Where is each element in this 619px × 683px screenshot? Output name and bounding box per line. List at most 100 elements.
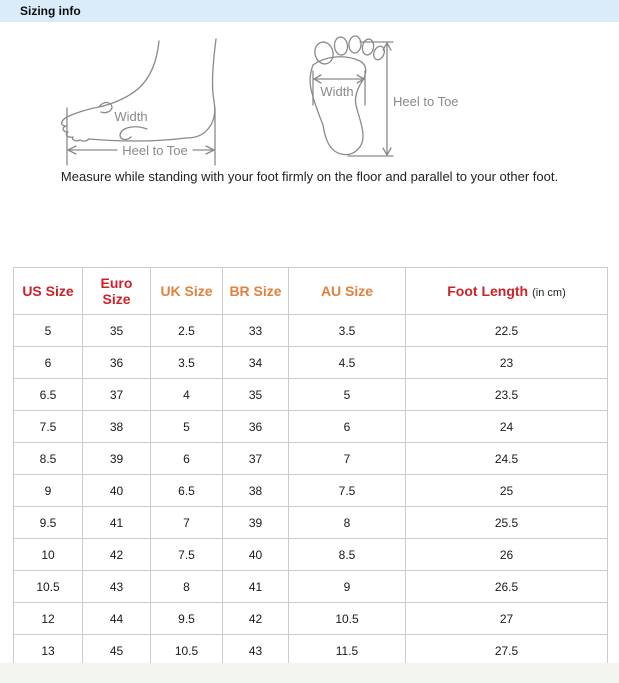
column-header-label: US Size bbox=[22, 282, 74, 299]
size-cell: 10.5 bbox=[13, 570, 83, 603]
size-cell: 39 bbox=[222, 506, 289, 539]
size-row: 10 42 7.5 40 8.5 26 bbox=[13, 538, 608, 571]
size-row: 6 36 3.5 34 4.5 23 bbox=[13, 346, 608, 379]
size-cell: 41 bbox=[82, 506, 151, 539]
big-toe-outline bbox=[314, 41, 334, 65]
size-cell: 36 bbox=[222, 410, 289, 443]
column-header-label: BR Size bbox=[229, 282, 282, 299]
size-cell: 39 bbox=[82, 442, 151, 475]
size-cell: 8.5 bbox=[288, 538, 406, 571]
toe-outline bbox=[333, 36, 349, 56]
foot-sole-view-diagram: Width Heel to Toe bbox=[309, 35, 459, 157]
size-cell: 43 bbox=[222, 634, 289, 667]
foot-instep-outline bbox=[98, 40, 160, 108]
length-arrowhead-top-icon bbox=[382, 42, 392, 51]
size-cell: 12 bbox=[13, 602, 83, 635]
foot-ball-curl bbox=[119, 126, 148, 141]
size-conversion-table: US Size Euro Size UK Size BR Size AU Size Foo… bbox=[13, 267, 608, 667]
size-cell: 23.5 bbox=[405, 378, 608, 411]
size-row: 9 40 6.5 38 7.5 25 bbox=[13, 474, 608, 507]
size-cell: 8.5 bbox=[13, 442, 83, 475]
size-cell: 26 bbox=[405, 538, 608, 571]
column-header-label: AU Size bbox=[320, 282, 374, 299]
sole-width-label: Width bbox=[320, 84, 353, 99]
size-row: 13 45 10.5 43 11.5 27.5 bbox=[13, 634, 608, 667]
section-title: Sizing info bbox=[20, 4, 81, 18]
column-header: US Size bbox=[13, 267, 83, 315]
column-header: Euro Size bbox=[82, 267, 151, 315]
size-cell: 37 bbox=[82, 378, 151, 411]
size-cell: 38 bbox=[222, 474, 289, 507]
size-cell: 4.5 bbox=[288, 346, 406, 379]
size-cell: 33 bbox=[222, 314, 289, 347]
footer-strip bbox=[0, 663, 619, 683]
size-cell: 27 bbox=[405, 602, 608, 635]
arrowhead-left-icon bbox=[67, 145, 77, 155]
size-cell: 6.5 bbox=[13, 378, 83, 411]
size-row: 6.5 37 4 35 5 23.5 bbox=[13, 378, 608, 411]
foot-toe-knuckle bbox=[98, 101, 113, 114]
size-cell: 41 bbox=[222, 570, 289, 603]
size-cell: 40 bbox=[82, 474, 151, 507]
size-cell: 36 bbox=[82, 346, 151, 379]
size-table-header: US Size Euro Size UK Size BR Size AU Size Foo… bbox=[13, 267, 608, 315]
size-cell: 25.5 bbox=[405, 506, 608, 539]
size-cell: 11.5 bbox=[288, 634, 406, 667]
size-row: 5 35 2.5 33 3.5 22.5 bbox=[13, 314, 608, 347]
size-cell: 6 bbox=[150, 442, 223, 475]
size-cell: 22.5 bbox=[405, 314, 608, 347]
size-cell: 6 bbox=[13, 346, 83, 379]
size-cell: 7.5 bbox=[150, 538, 223, 571]
size-cell: 43 bbox=[82, 570, 151, 603]
size-cell: 7 bbox=[150, 506, 223, 539]
size-cell: 24 bbox=[405, 410, 608, 443]
size-cell: 9 bbox=[13, 474, 83, 507]
size-cell: 5 bbox=[13, 314, 83, 347]
toe-outline bbox=[348, 35, 362, 54]
size-cell: 7.5 bbox=[13, 410, 83, 443]
size-cell: 44 bbox=[82, 602, 151, 635]
size-cell: 23 bbox=[405, 346, 608, 379]
size-cell: 35 bbox=[222, 378, 289, 411]
column-header: Foot Length (in cm) bbox=[405, 267, 608, 315]
size-cell: 7.5 bbox=[288, 474, 406, 507]
size-row: 12 44 9.5 42 10.5 27 bbox=[13, 602, 608, 635]
size-row: 10.5 43 8 41 9 26.5 bbox=[13, 570, 608, 603]
size-cell: 5 bbox=[150, 410, 223, 443]
size-cell: 13 bbox=[13, 634, 83, 667]
measure-instruction: Measure while standing with your foot fi… bbox=[60, 169, 559, 184]
column-header-suffix: (in cm) bbox=[532, 286, 566, 299]
column-header-label: Euro Size bbox=[100, 274, 133, 307]
size-cell: 9.5 bbox=[13, 506, 83, 539]
side-heel-to-toe-label: Heel to Toe bbox=[122, 143, 188, 158]
column-header: UK Size bbox=[150, 267, 223, 315]
sole-outline bbox=[309, 56, 367, 156]
side-width-label: Width bbox=[114, 109, 147, 124]
section-header-bar: Sizing info bbox=[0, 0, 619, 22]
column-header: BR Size bbox=[222, 267, 289, 315]
sole-heel-to-toe-label: Heel to Toe bbox=[393, 94, 459, 109]
size-cell: 6.5 bbox=[150, 474, 223, 507]
size-cell: 34 bbox=[222, 346, 289, 379]
size-row: 7.5 38 5 36 6 24 bbox=[13, 410, 608, 443]
size-cell: 3.5 bbox=[150, 346, 223, 379]
size-cell: 37 bbox=[222, 442, 289, 475]
size-cell: 9 bbox=[288, 570, 406, 603]
foot-side-view-diagram: Width Heel to Toe bbox=[60, 38, 217, 166]
foot-heel-outline bbox=[185, 38, 217, 139]
column-header-label: UK Size bbox=[160, 282, 213, 299]
size-cell: 40 bbox=[222, 538, 289, 571]
column-header: AU Size bbox=[288, 267, 406, 315]
arrowhead-right-icon bbox=[205, 145, 215, 155]
size-cell: 6 bbox=[288, 410, 406, 443]
size-cell: 10.5 bbox=[150, 634, 223, 667]
size-cell: 26.5 bbox=[405, 570, 608, 603]
size-cell: 42 bbox=[222, 602, 289, 635]
column-header-label: Foot Length bbox=[447, 282, 529, 299]
size-cell: 2.5 bbox=[150, 314, 223, 347]
size-cell: 7 bbox=[288, 442, 406, 475]
size-cell: 9.5 bbox=[150, 602, 223, 635]
toe-outline bbox=[373, 45, 385, 61]
width-arrowhead-right-icon bbox=[356, 74, 365, 84]
